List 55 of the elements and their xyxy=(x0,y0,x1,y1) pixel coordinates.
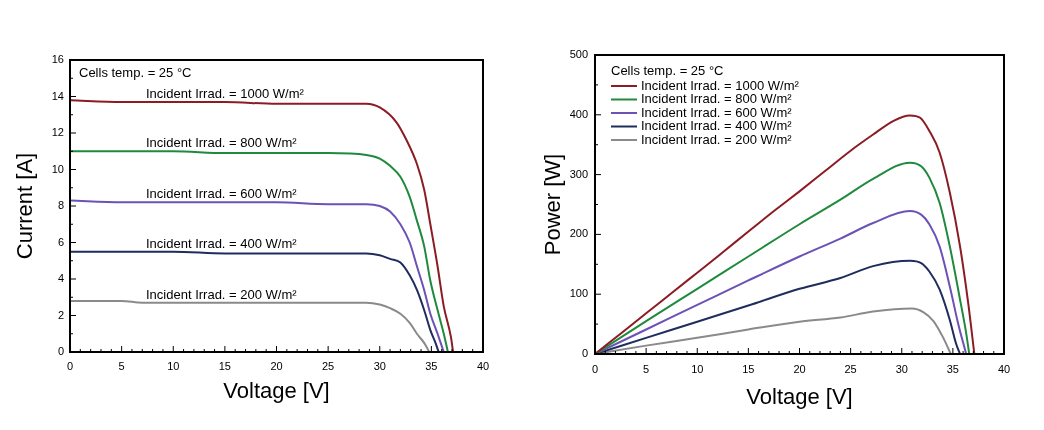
x-tick-label: 35 xyxy=(425,359,438,372)
y-tick-label: 2 xyxy=(57,308,64,321)
y-tick-label: 14 xyxy=(51,89,64,102)
y-axis-title: Power [W] xyxy=(540,153,566,256)
y-tick-label: 400 xyxy=(569,107,588,120)
x-axis-title: Voltage [V] xyxy=(746,384,853,410)
x-tick-label: 0 xyxy=(66,359,74,372)
line-series xyxy=(70,99,455,352)
series-label: Incident Irrad. = 600 W/m² xyxy=(145,186,298,202)
x-tick-label: 10 xyxy=(691,362,704,375)
legend-label: Incident Irrad. = 1000 W/m² xyxy=(641,77,800,93)
x-tick-label: 5 xyxy=(643,362,650,375)
series-label: Incident Irrad. = 200 W/m² xyxy=(145,286,298,302)
y-axis-title: Current [A] xyxy=(12,152,38,260)
x-tick-label: 25 xyxy=(844,362,857,375)
y-tick-label: 0 xyxy=(581,347,588,360)
y-tick-label: 12 xyxy=(51,126,64,139)
x-axis-title: Voltage [V] xyxy=(223,378,330,404)
y-tick-label: 300 xyxy=(569,167,588,180)
line-series xyxy=(595,161,971,354)
line-series xyxy=(70,150,449,352)
x-tick-label: 40 xyxy=(476,359,490,372)
legend-label: Incident Irrad. = 800 W/m² xyxy=(641,91,793,107)
x-tick-label: 0 xyxy=(591,362,599,375)
x-tick-label: 20 xyxy=(793,362,806,375)
y-tick-label: 10 xyxy=(51,162,64,175)
y-tick-label: 0 xyxy=(57,345,64,358)
line-series xyxy=(70,250,440,352)
x-tick-label: 15 xyxy=(218,359,231,372)
y-tick-label: 500 xyxy=(569,48,588,61)
legend-label: Incident Irrad. = 600 W/m² xyxy=(641,104,793,120)
x-tick-label: 25 xyxy=(322,359,335,372)
x-tick-label: 35 xyxy=(946,362,959,375)
legend-label: Incident Irrad. = 400 W/m² xyxy=(641,118,793,134)
y-tick-label: 6 xyxy=(57,235,64,248)
y-tick-label: 200 xyxy=(569,227,588,240)
x-tick-label: 15 xyxy=(742,362,755,375)
line-series xyxy=(70,199,445,352)
y-tick-label: 8 xyxy=(57,199,64,212)
y-tick-label: 4 xyxy=(57,272,64,285)
series-label: Incident Irrad. = 800 W/m² xyxy=(145,135,298,151)
x-tick-label: 5 xyxy=(118,359,125,372)
x-tick-label: 10 xyxy=(167,359,180,372)
x-tick-label: 20 xyxy=(270,359,283,372)
x-tick-label: 30 xyxy=(895,362,908,375)
annotation: Cells temp. = 25 °C xyxy=(79,64,192,80)
x-tick-label: 30 xyxy=(373,359,386,372)
y-tick-label: 100 xyxy=(569,287,588,300)
line-series xyxy=(70,299,431,352)
y-tick-label: 16 xyxy=(51,53,64,66)
x-tick-label: 40 xyxy=(997,362,1011,375)
legend-title: Cells temp. = 25 °C xyxy=(611,62,724,78)
series-label: Incident Irrad. = 400 W/m² xyxy=(145,235,298,251)
legend-label: Incident Irrad. = 200 W/m² xyxy=(641,131,793,147)
series-label: Incident Irrad. = 1000 W/m² xyxy=(145,85,305,101)
